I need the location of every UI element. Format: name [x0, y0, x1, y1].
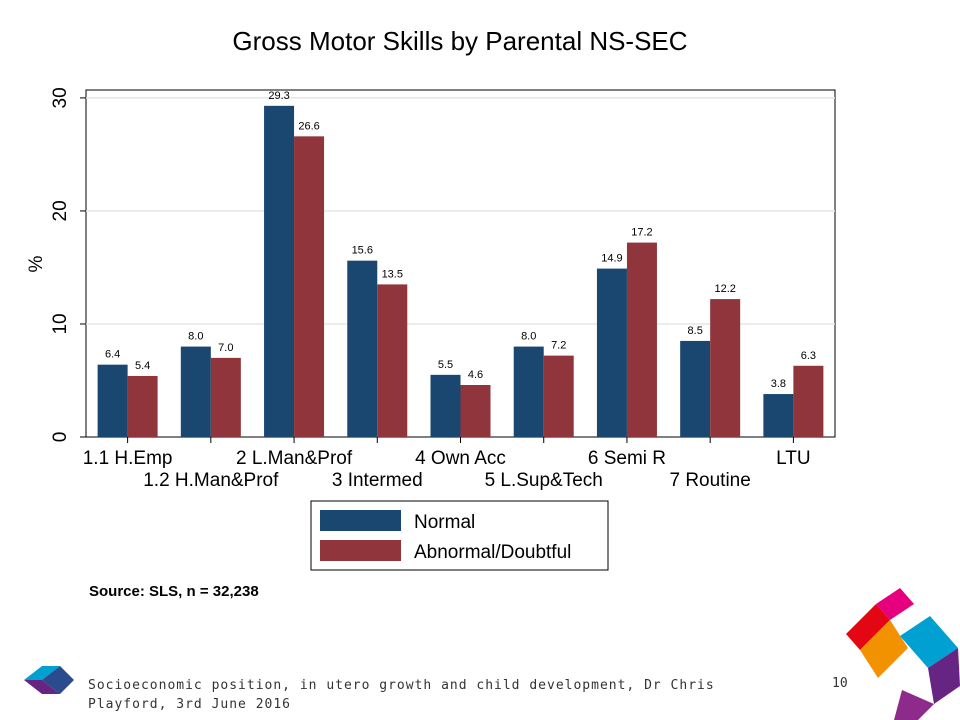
bar — [626, 242, 657, 437]
data-label: 7.0 — [218, 342, 233, 354]
x-tick-label: 2 L.Man&Prof — [236, 448, 353, 469]
data-label: 12.2 — [714, 283, 735, 295]
bar — [596, 268, 627, 437]
bar — [210, 357, 241, 437]
x-tick-label: 1.1 H.Emp — [83, 448, 173, 469]
bar — [294, 136, 325, 437]
x-tick-label: 1.2 H.Man&Prof — [143, 470, 279, 491]
bar — [680, 340, 711, 437]
data-label: 13.5 — [382, 268, 403, 280]
kite-logo-icon — [24, 666, 74, 694]
page-number: 10 — [832, 676, 848, 691]
y-tick-label: 10 — [50, 313, 71, 334]
bar — [180, 346, 211, 437]
data-label: 29.3 — [268, 90, 289, 102]
y-tick-label: 0 — [50, 432, 71, 443]
data-label: 17.2 — [631, 227, 652, 239]
y-tick-label: 30 — [50, 87, 71, 108]
bar — [97, 364, 128, 437]
y-tick-label: 20 — [50, 200, 71, 221]
bar — [460, 385, 491, 437]
x-tick-label: 5 L.Sup&Tech — [485, 470, 603, 491]
x-tick-label: 7 Routine — [669, 470, 750, 491]
data-label: 3.8 — [771, 378, 786, 390]
bar — [793, 365, 824, 437]
chart-title: Gross Motor Skills by Parental NS-SEC — [232, 26, 687, 56]
chevron-logo-icon — [846, 588, 960, 720]
x-tick-label: LTU — [776, 448, 810, 469]
data-label: 6.4 — [105, 349, 120, 361]
legend-label-abnormal: Abnormal/Doubtful — [414, 542, 571, 563]
x-tick-label: 3 Intermed — [332, 470, 423, 491]
bar — [377, 284, 408, 437]
legend: Normal Abnormal/Doubtful — [310, 500, 609, 571]
bar — [430, 374, 461, 437]
data-label: 8.5 — [688, 325, 703, 337]
data-label: 26.6 — [298, 120, 319, 132]
footer-text: Socioeconomic position, in utero growth … — [88, 678, 715, 712]
bars: 6.4 5.4 8.0 7.0 29.3 26.6 15.6 13.5 5.5 4.6 8.0 7.2… — [97, 90, 824, 438]
y-axis-label: % — [26, 255, 47, 272]
data-label: 5.4 — [135, 360, 150, 372]
x-tick-label: 6 Semi R — [588, 448, 666, 469]
legend-swatch-abnormal — [320, 540, 401, 561]
bar — [513, 346, 544, 437]
y-axis: 0 10 20 30 — [50, 87, 86, 442]
bar — [264, 105, 295, 438]
data-label: 7.2 — [551, 340, 566, 352]
data-label: 6.3 — [801, 350, 816, 362]
data-label: 5.5 — [438, 359, 453, 371]
data-label: 14.9 — [601, 253, 622, 265]
data-label: 4.6 — [468, 369, 483, 381]
legend-label-normal: Normal — [414, 512, 475, 533]
data-label: 8.0 — [188, 331, 203, 343]
bar — [127, 375, 158, 437]
data-label: 8.0 — [521, 331, 536, 343]
bar — [763, 394, 794, 437]
bar — [710, 299, 741, 437]
bar — [347, 260, 378, 437]
source-note: Source: SLS, n = 32,238 — [89, 583, 259, 600]
data-label: 15.6 — [352, 245, 373, 257]
legend-swatch-normal — [320, 510, 401, 531]
x-tick-label: 4 Own Acc — [415, 448, 506, 469]
bar — [543, 355, 574, 437]
